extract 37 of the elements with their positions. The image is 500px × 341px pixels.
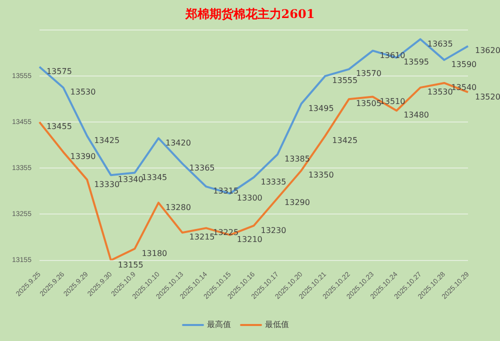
data-label: 13455 <box>46 122 72 132</box>
data-label: 13210 <box>236 235 262 244</box>
data-label: 13180 <box>142 248 168 258</box>
legend-label: 最高值 <box>207 320 231 330</box>
data-label: 13385 <box>284 154 310 164</box>
data-label: 13215 <box>189 232 215 242</box>
data-label: 13570 <box>356 69 382 78</box>
data-label: 13365 <box>189 164 215 173</box>
data-label: 13480 <box>404 110 430 120</box>
data-label: 13155 <box>118 260 144 270</box>
data-label: 13290 <box>284 198 310 208</box>
data-label: 13425 <box>94 136 120 146</box>
data-label: 13520 <box>475 92 500 102</box>
data-label: 13530 <box>70 88 96 97</box>
data-label: 13575 <box>46 66 72 76</box>
data-label: 13230 <box>260 226 286 235</box>
data-label: 13495 <box>308 104 334 113</box>
data-label: 13420 <box>166 138 191 148</box>
data-label: 13505 <box>356 99 382 108</box>
data-label: 13620 <box>475 46 500 56</box>
data-label: 13555 <box>332 76 358 86</box>
data-label: 13595 <box>404 58 430 67</box>
data-label: 13340 <box>118 175 144 184</box>
data-label: 13510 <box>380 96 406 106</box>
data-label: 13635 <box>427 39 453 48</box>
data-label: 13345 <box>142 172 168 182</box>
data-label: 13335 <box>260 177 286 186</box>
data-label: 13330 <box>94 180 120 189</box>
data-label: 13350 <box>308 170 334 180</box>
legend-label: 最低值 <box>265 320 289 330</box>
data-label: 13390 <box>70 152 96 162</box>
data-label: 13300 <box>236 194 262 203</box>
data-label: 13425 <box>332 136 358 146</box>
data-label: 13280 <box>166 202 191 212</box>
data-label: 13530 <box>427 88 453 97</box>
data-label: 13590 <box>451 60 477 70</box>
chart-title: 郑棉期货棉花主力2601 <box>184 6 316 23</box>
